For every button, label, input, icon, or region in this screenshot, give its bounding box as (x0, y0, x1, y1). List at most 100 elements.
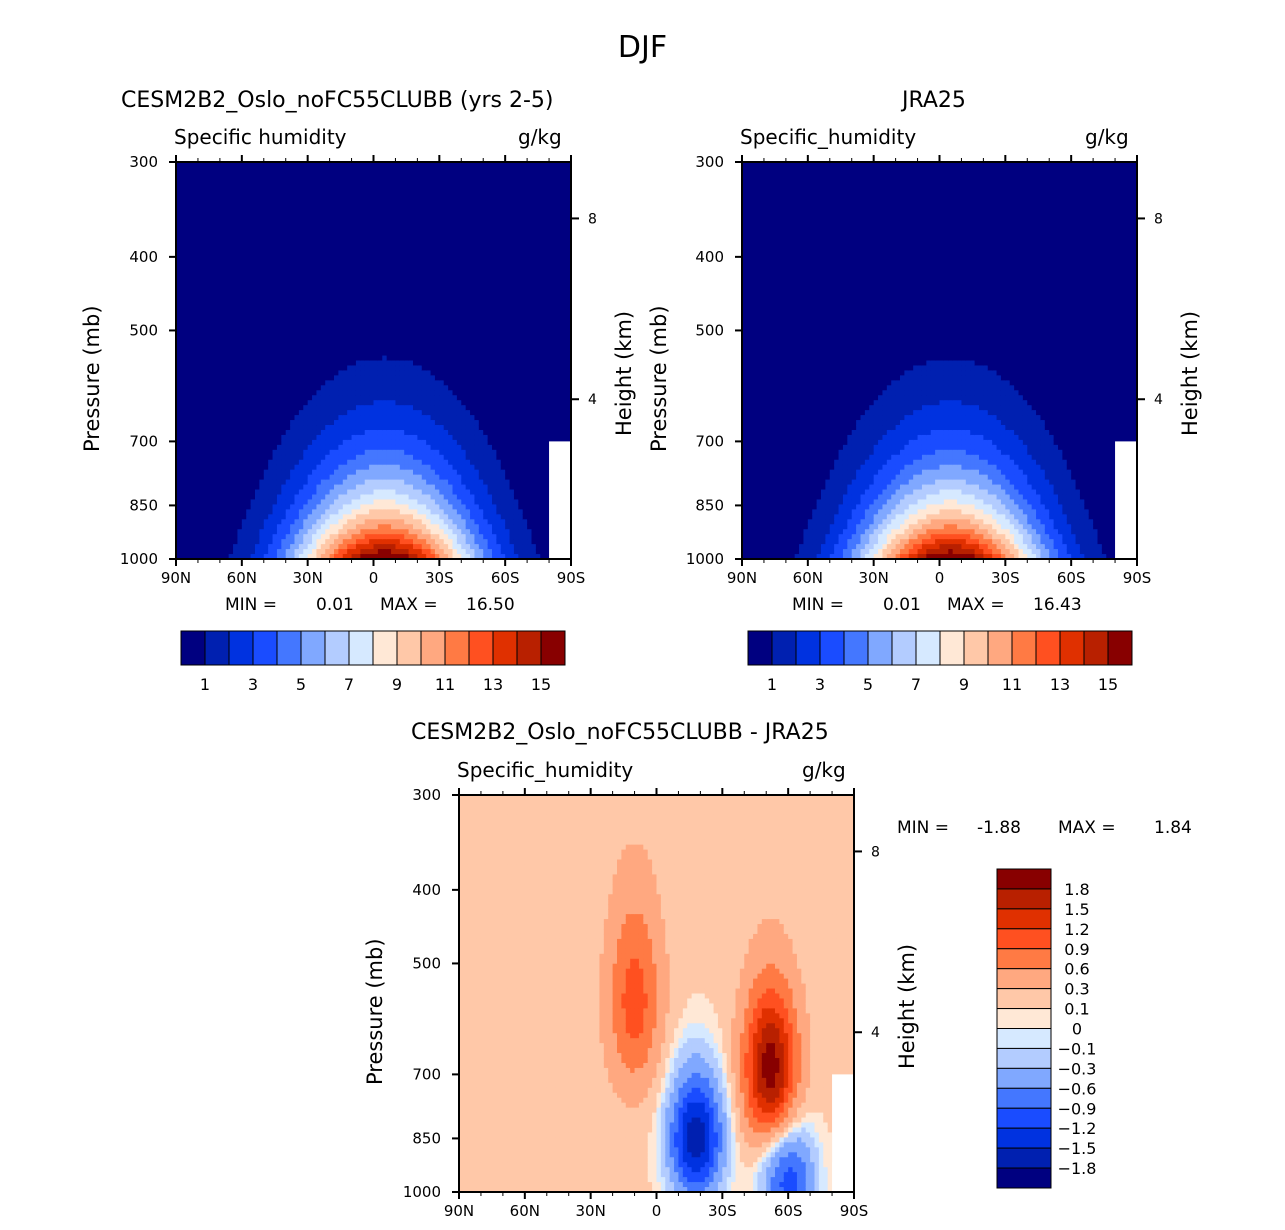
contour-cell (443, 504, 449, 510)
contour-cell (355, 241, 361, 247)
contour-cell (290, 196, 296, 203)
contour-cell (285, 246, 291, 252)
contour-cell (347, 529, 353, 535)
contour-cell (413, 231, 418, 238)
contour-cell (206, 549, 212, 555)
contour-cell (342, 539, 348, 545)
contour-cell (430, 375, 436, 381)
contour-cell (294, 444, 300, 451)
contour-cell (176, 291, 181, 297)
contour-cell (334, 191, 339, 198)
contour-cell (355, 479, 361, 486)
contour-cell (399, 494, 405, 501)
contour-cell (434, 400, 440, 406)
contour-cell (430, 484, 436, 491)
contour-cell (316, 420, 322, 426)
contour-cell (228, 454, 234, 461)
contour-cell (391, 454, 397, 461)
contour-cell (219, 335, 225, 342)
contour-cell (430, 251, 436, 257)
contour-cell (439, 226, 445, 233)
contour-cell (189, 420, 195, 426)
contour-cell (241, 554, 247, 559)
contour-cell (246, 360, 252, 367)
contour-cell (338, 449, 344, 456)
contour-cell (303, 420, 309, 426)
contour-cell (206, 241, 212, 247)
contour-cell (281, 211, 287, 218)
contour-cell (325, 211, 331, 218)
contour-cell (233, 479, 239, 486)
contour-cell (272, 246, 278, 252)
contour-cell (184, 251, 190, 257)
contour-cell (263, 385, 269, 391)
contour-cell (193, 514, 199, 520)
contour-cell (246, 211, 252, 218)
contour-cell (355, 186, 361, 193)
contour-cell (334, 380, 339, 386)
contour-cell (351, 355, 357, 362)
contour-cell (355, 454, 361, 461)
contour-cell (206, 519, 212, 525)
contour-cell (303, 171, 309, 178)
contour-cell (285, 420, 291, 426)
contour-cell (206, 236, 212, 242)
contour-cell (298, 390, 304, 396)
contour-cell (255, 504, 260, 510)
contour-cell (430, 514, 436, 520)
contour-cell (320, 514, 326, 520)
contour-cell (391, 340, 397, 347)
contour-cell (351, 196, 357, 203)
contour-cell (399, 171, 405, 178)
panel1-title: CESM2B2_Oslo_noFC55CLUBB (yrs 2-5) (121, 88, 553, 113)
contour-cell (233, 186, 239, 193)
contour-cell (395, 256, 401, 262)
contour-cell (312, 360, 318, 367)
contour-cell (373, 375, 379, 381)
contour-cell (373, 534, 379, 540)
contour-cell (215, 350, 221, 357)
contour-cell (430, 231, 436, 238)
contour-cell (202, 176, 208, 183)
contour-cell (382, 261, 388, 267)
contour-cell (263, 479, 269, 486)
contour-cell (430, 216, 436, 223)
contour-cell (233, 405, 239, 411)
contour-cell (290, 256, 296, 262)
contour-cell (426, 305, 432, 312)
contour-cell (399, 434, 405, 441)
contour-cell (303, 514, 309, 520)
contour-cell (180, 494, 186, 501)
contour-cell (342, 400, 348, 406)
contour-cell (233, 171, 239, 178)
contour-cell (342, 291, 348, 297)
contour-cell (404, 479, 410, 486)
contour-cell (399, 420, 405, 426)
contour-cell (439, 355, 445, 362)
contour-cell (303, 281, 309, 287)
contour-cell (338, 504, 344, 510)
contour-cell (197, 365, 203, 372)
contour-cell (290, 266, 296, 272)
contour-cell (211, 300, 217, 307)
contour-cell (255, 256, 260, 262)
contour-cell (298, 211, 304, 218)
contour-cell (338, 385, 344, 391)
contour-cell (434, 266, 440, 272)
contour-cell (426, 454, 432, 461)
contour-cell (373, 305, 379, 312)
contour-cell (316, 474, 322, 481)
contour-cell (268, 385, 274, 391)
contour-cell (334, 266, 339, 272)
contour-cell (439, 390, 445, 396)
contour-cell (395, 405, 401, 411)
contour-cell (268, 345, 274, 352)
contour-cell (276, 464, 282, 471)
contour-cell (373, 554, 379, 559)
contour-cell (281, 171, 287, 178)
contour-cell (360, 186, 366, 193)
panel1-plot: 90N 60N 30N 0 30S 60S 90S300400500700850100084… (120, 153, 597, 694)
contour-cell (399, 261, 405, 267)
contour-cell (413, 176, 418, 183)
contour-cell (355, 196, 361, 203)
